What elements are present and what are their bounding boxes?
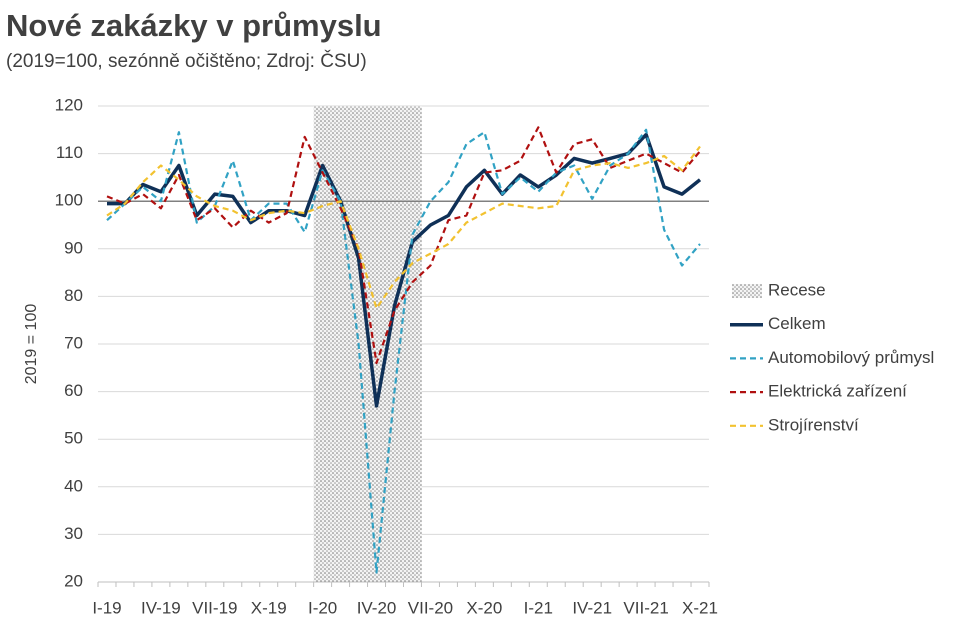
shade-bar [367, 106, 386, 582]
x-tick-label: IV-19 [141, 598, 181, 617]
x-tick-label: IV-20 [357, 598, 397, 617]
series-line [106, 126, 701, 365]
y-axis-label: 2019 = 100 [23, 304, 40, 385]
x-tick-label: VII-20 [408, 598, 453, 617]
shade-bar [331, 106, 350, 582]
y-tick-label: 70 [64, 333, 83, 352]
shade-bar [403, 106, 422, 582]
x-tick-label: IV-21 [572, 598, 612, 617]
legend-label: Recese [768, 280, 826, 299]
x-tick-label: X-21 [682, 598, 718, 617]
y-tick-label: 80 [64, 286, 83, 305]
legend-label: Celkem [768, 314, 826, 333]
chart-title: Nové zakázky v průmyslu [6, 8, 382, 43]
x-tick-label: X-19 [251, 598, 287, 617]
x-tick-label: I-19 [92, 598, 121, 617]
y-tick-label: 90 [64, 238, 83, 257]
legend-label: Strojírenství [768, 415, 859, 434]
y-tick-label: 60 [64, 381, 83, 400]
legend-label: Elektrická zařízení [768, 382, 907, 401]
x-tick-label: X-20 [466, 598, 502, 617]
y-tick-label: 20 [64, 571, 83, 590]
legend-swatch [732, 284, 762, 298]
x-tick-label: I-21 [524, 598, 553, 617]
series-line [106, 145, 701, 310]
y-tick-label: 40 [64, 476, 83, 495]
chart-subtitle: (2019=100, sezónně očištěno; Zdroj: ČSU) [6, 50, 367, 72]
y-tick-label: 110 [56, 143, 83, 162]
x-tick-label: I-20 [308, 598, 337, 617]
x-tick-label: VII-19 [192, 598, 237, 617]
y-tick-label: 30 [64, 524, 83, 543]
y-tick-label: 120 [55, 95, 83, 114]
y-tick-label: 100 [55, 191, 83, 210]
shade-bar [385, 106, 404, 582]
x-tick-label: VII-21 [623, 598, 668, 617]
shade-bar [313, 106, 332, 582]
series-line [106, 128, 701, 574]
y-tick-label: 50 [64, 429, 83, 448]
legend-label: Automobilový průmysl [768, 348, 934, 367]
